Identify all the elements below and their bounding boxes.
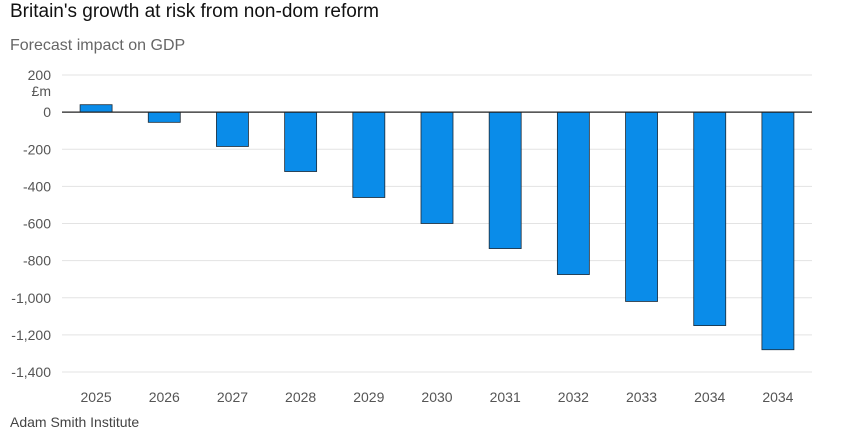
x-tick-label: 2030 xyxy=(421,389,452,405)
bar xyxy=(556,111,590,275)
x-tick-label: 2029 xyxy=(353,389,384,405)
x-tick-label: 2034 xyxy=(694,389,725,405)
source-note: Adam Smith Institute xyxy=(10,414,140,430)
bar xyxy=(79,104,113,113)
x-tick-label: 2031 xyxy=(490,389,521,405)
x-tick-label: 2025 xyxy=(81,389,112,405)
y-tick-label: -400 xyxy=(23,178,51,194)
bar xyxy=(216,111,249,147)
chart-title: Britain's growth at risk from non-dom re… xyxy=(10,1,379,22)
bar xyxy=(352,111,386,198)
bar xyxy=(625,111,658,302)
bar xyxy=(488,111,522,249)
x-tick-label: 2028 xyxy=(285,389,316,405)
y-tick-label: -1,200 xyxy=(11,327,51,343)
x-tick-label: 2027 xyxy=(217,389,248,405)
y-tick-label: 0 xyxy=(43,104,51,120)
bar xyxy=(147,111,181,123)
y-tick-label: 200 xyxy=(28,67,52,83)
chart-subtitle: Forecast impact on GDP xyxy=(10,37,186,54)
bar xyxy=(761,111,795,351)
y-tick-label: -800 xyxy=(23,253,51,269)
x-tick-label: 2034 xyxy=(762,389,793,405)
y-tick-label: -1,000 xyxy=(11,290,51,306)
bar xyxy=(420,111,454,224)
y-unit-label: £m xyxy=(32,83,51,99)
x-tick-label: 2032 xyxy=(558,389,589,405)
y-tick-label: -1,400 xyxy=(11,364,51,380)
bar xyxy=(284,111,318,172)
bar xyxy=(693,111,727,326)
y-tick-label: -200 xyxy=(23,141,51,157)
x-tick-label: 2026 xyxy=(149,389,180,405)
y-tick-label: -600 xyxy=(23,216,51,232)
x-tick-label: 2033 xyxy=(626,389,657,405)
